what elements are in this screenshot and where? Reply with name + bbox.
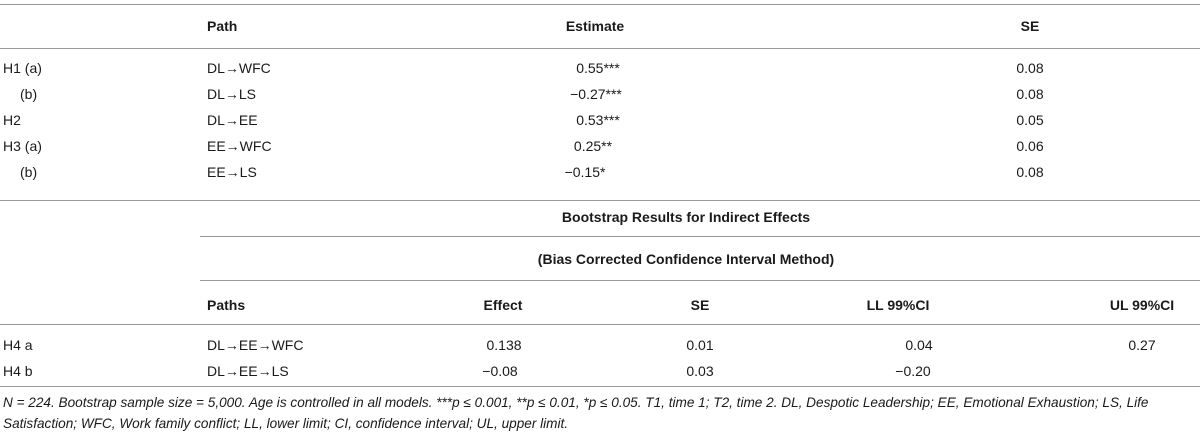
row-path: DL→EE→LS (207, 363, 289, 379)
row-se: 0.06 (1016, 138, 1044, 154)
row-ll: 0.04 (905, 337, 933, 353)
row-label: (b) (20, 86, 38, 102)
table-bottom-rule (0, 386, 1200, 387)
bootstrap-title-rule (200, 236, 1200, 237)
row-ul: 0.27 (1128, 337, 1156, 353)
header-paths: Paths (207, 297, 246, 313)
row-path: DL→WFC (207, 60, 271, 76)
row-se: 0.05 (1016, 112, 1044, 128)
bootstrap-title: Bootstrap Results for Indirect Effects (561, 209, 811, 225)
row-se: 0.03 (686, 363, 714, 379)
row-path: EE→WFC (207, 138, 272, 154)
header-boot-se: SE (690, 297, 710, 313)
bootstrap-subtitle-rule (200, 280, 1200, 281)
row-estimate: −0.15* (564, 164, 606, 180)
row-se: 0.08 (1016, 60, 1044, 76)
header-se: SE (1020, 18, 1040, 34)
header-estimate: Estimate (565, 18, 625, 34)
row-estimate: 0.53*** (576, 112, 620, 128)
row-estimate: −0.27*** (570, 86, 622, 102)
row-path: EE→LS (207, 164, 257, 180)
bootstrap-subtitle: (Bias Corrected Confidence Interval Meth… (537, 251, 835, 267)
row-label: H4 a (3, 337, 33, 353)
section-rule (0, 200, 1200, 201)
header-ll: LL 99%CI (866, 297, 930, 313)
row-effect: −0.08 (482, 363, 518, 379)
row-ll: −0.20 (895, 363, 931, 379)
row-se: 0.01 (686, 337, 714, 353)
row-se: 0.08 (1016, 164, 1044, 180)
row-label: H3 (a) (3, 138, 42, 154)
header-path: Path (207, 18, 238, 34)
row-label: H4 b (3, 363, 33, 379)
row-label: H2 (3, 112, 21, 128)
table-footnote: N = 224. Bootstrap sample size = 5,000. … (3, 395, 1149, 431)
row-estimate: 0.55*** (576, 60, 620, 76)
table-top-rule (0, 4, 1200, 5)
header-rule (0, 48, 1200, 49)
header-effect: Effect (483, 297, 523, 313)
header-ul: UL 99%CI (1109, 297, 1175, 313)
row-estimate: 0.25** (573, 138, 613, 154)
row-label: H1 (a) (3, 60, 42, 76)
row-path: DL→LS (207, 86, 257, 102)
row-path: DL→EE (207, 112, 258, 128)
bootstrap-header-rule (0, 324, 1200, 325)
row-label: (b) (20, 164, 38, 180)
row-path: DL→EE→WFC (207, 337, 304, 353)
row-se: 0.08 (1016, 86, 1044, 102)
row-effect: 0.138 (486, 337, 522, 353)
